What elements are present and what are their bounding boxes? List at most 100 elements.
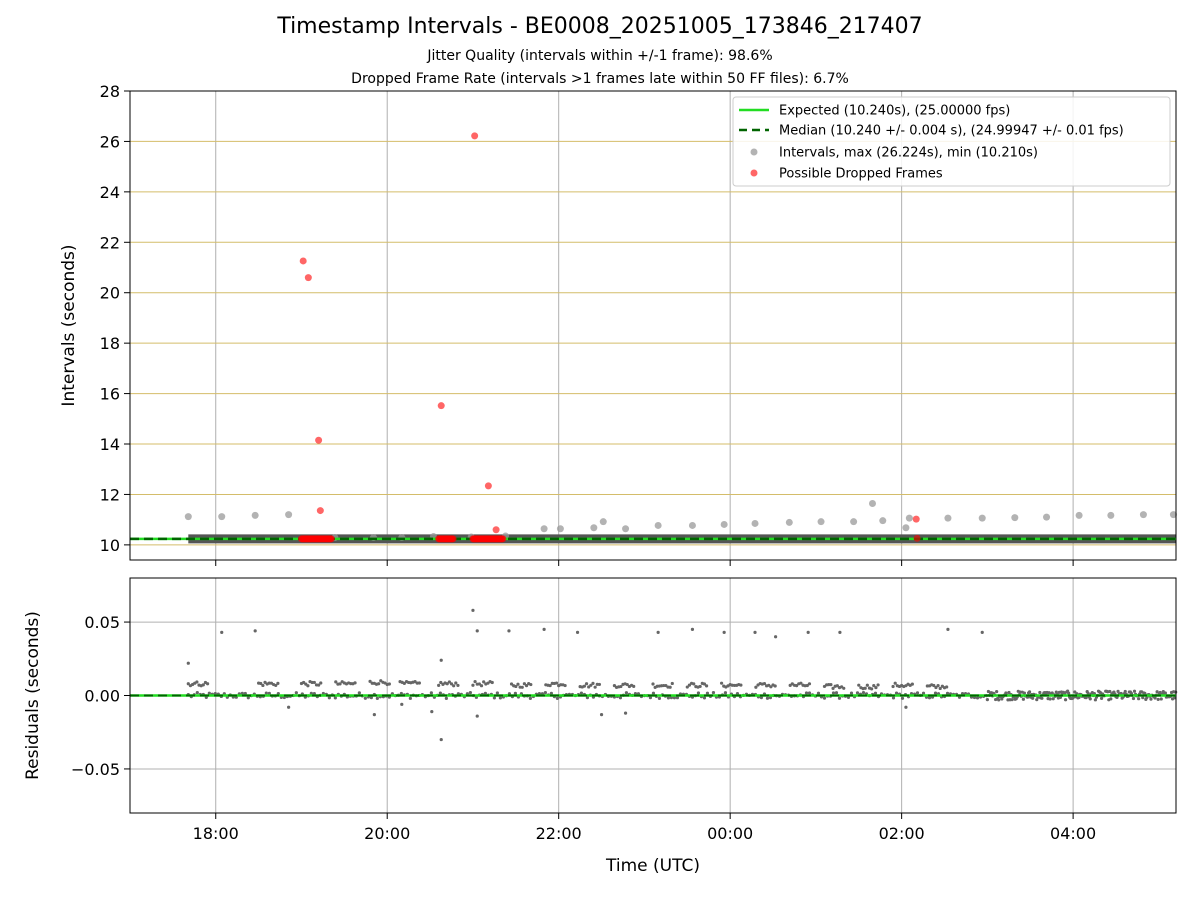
residual-outlier-point [599, 712, 604, 717]
residual-point [938, 686, 942, 691]
dropped-frame-point [437, 402, 445, 410]
residual-point [857, 683, 861, 687]
legend-entry: Possible Dropped Frames [779, 167, 943, 182]
residual-point [317, 683, 321, 687]
residual-point [1021, 697, 1025, 701]
residual-point [945, 691, 950, 695]
residual-outlier-point [980, 630, 984, 634]
residual-point [514, 684, 518, 689]
residual-point [454, 681, 458, 685]
residual-point [1084, 696, 1088, 700]
residual-point [625, 682, 629, 687]
residual-point [591, 681, 595, 685]
residual-point [1143, 691, 1147, 695]
legend-intervals-swatch [750, 148, 758, 156]
residual-point [1050, 691, 1054, 695]
residual-point [439, 680, 443, 685]
residual-point [555, 696, 560, 701]
bottom-y-tick-label: 0.00 [84, 687, 120, 706]
dropped-frame-point [299, 257, 307, 265]
residual-point [933, 691, 938, 695]
residual-outlier-point [946, 627, 950, 632]
residual-point [294, 691, 298, 695]
residual-point [612, 684, 617, 688]
residual-point [490, 680, 494, 685]
residual-point [524, 683, 529, 688]
residual-point [910, 682, 914, 686]
residual-point [528, 696, 532, 700]
residual-point [739, 683, 743, 687]
interval-point [622, 525, 630, 533]
interval-point [879, 517, 887, 525]
residual-point [891, 684, 895, 689]
residual-point [945, 685, 949, 689]
residual-point [702, 682, 707, 686]
residual-point [548, 683, 552, 688]
residual-point [768, 696, 773, 700]
dropped-frame-point [492, 526, 500, 534]
residual-point [876, 683, 880, 687]
bottom-y-tick-label: −0.05 [71, 760, 120, 779]
residual-outlier-point [475, 714, 479, 718]
x-tick-label: 04:00 [1050, 824, 1096, 843]
residual-point [274, 683, 278, 688]
top-plot-frame [129, 90, 1177, 561]
x-tick-label: 22:00 [536, 824, 582, 843]
residual-point [429, 691, 433, 695]
residual-point [675, 696, 680, 700]
residual-point [872, 683, 876, 688]
bottom-y-axis-label: Residuals (seconds) [23, 611, 43, 780]
residual-point [893, 681, 897, 685]
residual-outlier-point [287, 705, 291, 709]
residual-point [874, 685, 878, 690]
residual-point [769, 685, 773, 689]
residual-point [498, 696, 502, 700]
interval-point [902, 524, 910, 532]
residual-point [619, 684, 623, 689]
interval-point [944, 514, 952, 522]
residual-outlier-point [806, 630, 810, 634]
residual-point [807, 691, 812, 695]
residual-point [863, 686, 867, 690]
residual-point [468, 690, 472, 695]
interval-point [688, 521, 696, 529]
residual-outlier-point [690, 627, 695, 632]
interval-point [817, 518, 825, 526]
dropped-frame-point [484, 482, 492, 490]
residual-point [579, 691, 584, 695]
residual-point [338, 682, 342, 686]
residual-point [563, 683, 567, 688]
residual-point [632, 684, 636, 689]
residual-point [1141, 696, 1145, 700]
residual-point [651, 691, 656, 695]
residual-point [685, 685, 689, 689]
residual-point [711, 691, 716, 695]
residual-point [522, 682, 526, 686]
interval-point [1011, 514, 1019, 522]
dropped-frame-point [499, 535, 507, 543]
residual-point [444, 696, 448, 700]
residual-point [264, 691, 268, 695]
residual-point [1116, 689, 1120, 694]
dropped-frame-point [471, 132, 479, 140]
residual-point [205, 682, 210, 686]
residual-point [327, 696, 331, 700]
residual-point [669, 696, 674, 700]
residual-point [267, 691, 271, 695]
residual-point [309, 691, 313, 695]
dropped-frame-rate-subtitle: Dropped Frame Rate (intervals >1 frames … [351, 71, 849, 87]
residual-point [1159, 697, 1163, 701]
residual-point [849, 691, 854, 695]
residual-point [822, 696, 827, 700]
residual-point [936, 684, 940, 688]
residual-point [1010, 698, 1014, 702]
residual-outlier-point [430, 710, 434, 714]
top-y-tick-label: 16 [100, 385, 120, 404]
legend-box [732, 96, 1171, 187]
interval-point [1043, 513, 1051, 521]
residual-point [651, 682, 655, 686]
residual-point [186, 682, 190, 686]
residual-point [932, 683, 936, 688]
residual-point [1063, 698, 1068, 702]
